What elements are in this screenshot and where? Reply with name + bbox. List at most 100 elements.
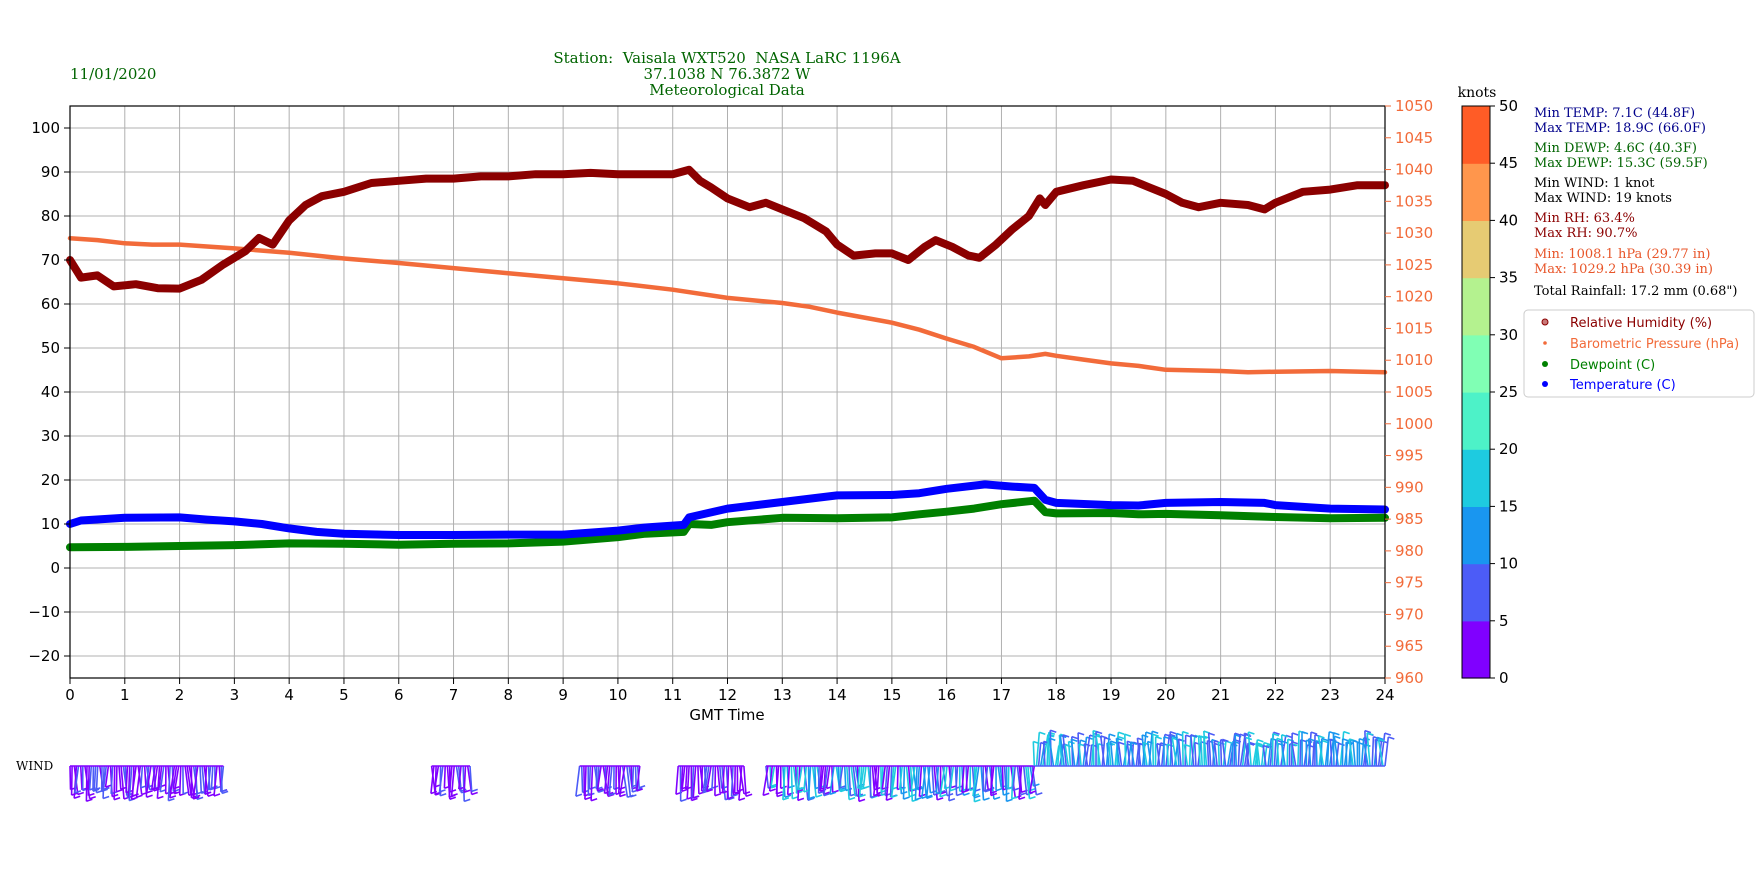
wind-barb: [158, 765, 163, 788]
wind-barb-flag: [1366, 732, 1374, 736]
wind-barb-flag: [636, 788, 643, 792]
wind-barb-flag: [776, 791, 783, 795]
wind-barb: [118, 765, 122, 790]
wind-barb: [128, 765, 133, 801]
wind-barb-flag: [848, 796, 856, 801]
x-tick-label: 17: [992, 686, 1011, 704]
wind-barb: [1042, 741, 1046, 767]
wind-barb: [910, 765, 916, 791]
wind-barb: [1231, 741, 1234, 767]
wind-barb: [730, 765, 734, 797]
wind-barb: [876, 765, 880, 794]
wind-barb: [159, 765, 165, 792]
wind-barb: [905, 765, 911, 797]
wind-barb-flag: [1281, 734, 1288, 738]
wind-barb: [786, 765, 791, 795]
wind-barb: [1239, 734, 1246, 767]
wind-barb: [213, 765, 218, 797]
wind-barb: [1092, 730, 1095, 767]
wind-barb-flag: [213, 793, 221, 797]
wind-barb: [1311, 741, 1315, 767]
wind-barb-flag: [439, 792, 447, 797]
wind-barb-flag: [136, 794, 143, 798]
wind-barb-flag: [863, 785, 870, 790]
wind-barb-flag: [173, 786, 180, 790]
wind-barb-flag: [1109, 733, 1116, 737]
legend-marker-dewpoint: [1542, 361, 1548, 367]
wind-barb-flag: [926, 795, 933, 800]
wind-barb: [700, 765, 704, 792]
x-tick-label: 24: [1375, 686, 1394, 704]
wind-barb: [1271, 733, 1274, 767]
y-right-tick-label: 1020: [1395, 288, 1433, 306]
wind-barb: [684, 765, 688, 790]
wind-barb-flag: [116, 788, 123, 793]
wind-barb-flag: [1272, 733, 1280, 737]
wind-barb-flag: [102, 795, 110, 800]
wind-barb: [1211, 739, 1216, 767]
wind-barb-flag: [1178, 738, 1185, 742]
wind-barb: [955, 765, 959, 789]
wind-barb-flag: [873, 792, 881, 797]
wind-barb: [704, 765, 710, 792]
title-line-2: 37.1038 N 76.3872 W: [644, 65, 811, 83]
y-left-tick-label: 30: [41, 427, 60, 445]
wind-barb: [1171, 737, 1178, 767]
y-right-tick-label: 995: [1395, 447, 1424, 465]
wind-barb: [137, 765, 143, 795]
wind-barb-flag: [1071, 738, 1078, 742]
wind-barb: [1280, 740, 1286, 767]
wind-barb: [933, 765, 938, 800]
wind-barb: [843, 765, 847, 791]
wind-barb: [775, 765, 780, 794]
wind-barb-flag: [1155, 736, 1162, 740]
colorbar-tick-label: 20: [1499, 440, 1518, 458]
y-left-tick-label: 20: [41, 471, 60, 489]
series-line-pressure: [67, 235, 1388, 375]
wind-barb: [922, 765, 928, 798]
legend-label-dewpoint: Dewpoint (C): [1570, 358, 1655, 373]
wind-barb-flag: [192, 796, 200, 800]
wind-barb: [603, 765, 609, 794]
wind-barb: [738, 765, 745, 795]
x-tick-label: 19: [1101, 686, 1120, 704]
wind-barb: [1352, 740, 1356, 767]
wind-barb: [965, 765, 970, 791]
wind-barb: [69, 765, 72, 790]
y-axis-left: −20 −10 0 10 20 30 40 50 60 70 80 90 100: [28, 119, 70, 665]
wind-barb: [858, 765, 863, 797]
wind-barb: [1058, 735, 1063, 767]
wind-barb-flag: [990, 792, 998, 797]
max-dewp-stat: Max DEWP: 15.3C (59.5F): [1534, 156, 1708, 171]
wind-barb: [726, 765, 730, 799]
wind-barb: [588, 765, 592, 790]
wind-barb: [580, 765, 584, 793]
wind-barb: [1054, 745, 1060, 767]
wind-barb: [711, 765, 715, 789]
wind-barb: [1206, 740, 1210, 767]
plot-series: [66, 165, 1389, 552]
wind-barb: [207, 765, 212, 790]
wind-barb: [935, 765, 940, 794]
wind-barb: [1345, 742, 1348, 767]
wind-barb-flag: [1029, 790, 1037, 794]
wind-barb: [1059, 735, 1065, 767]
wind-barb-flag: [608, 792, 616, 796]
y-left-tick-label: −10: [28, 603, 60, 621]
wind-barb-flag: [157, 795, 164, 800]
max-wind-stat: Max WIND: 19 knots: [1534, 191, 1672, 206]
wind-barb-flag: [1318, 735, 1325, 739]
wind-barb: [199, 765, 203, 794]
wind-barb-flag: [956, 792, 963, 797]
wind-barb-flag: [86, 798, 93, 803]
wind-barb: [797, 765, 803, 790]
wind-barb-flag: [1118, 741, 1125, 745]
wind-barb-flag: [984, 788, 992, 793]
wind-barb: [634, 765, 638, 790]
wind-barb: [1136, 738, 1142, 767]
wind-barb: [85, 765, 88, 802]
wind-barb-flag: [949, 787, 957, 792]
y-axis-right: 960 965 970 975 980 985 990 995 1000 1005 1010 1015…: [1385, 97, 1433, 687]
wind-barb: [692, 765, 697, 799]
wind-barb: [1197, 735, 1201, 767]
